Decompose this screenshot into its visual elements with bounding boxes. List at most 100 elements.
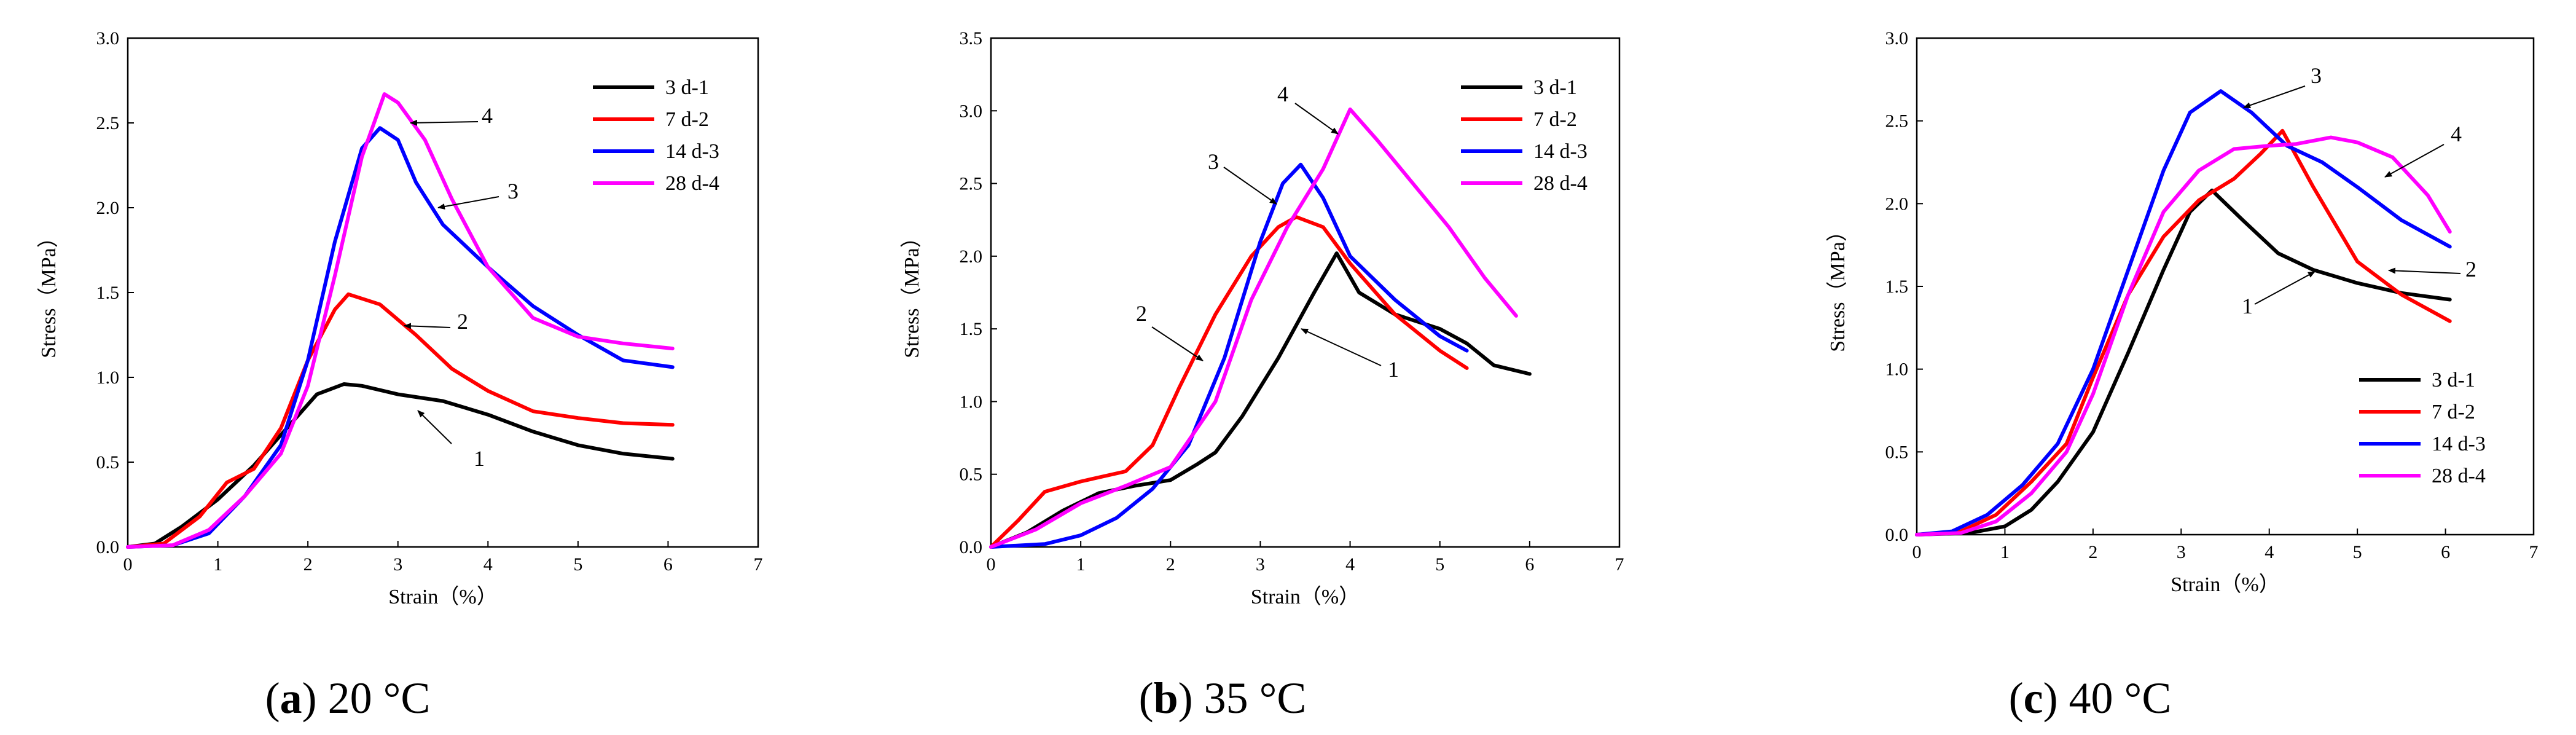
x-tick-label-a: 5 xyxy=(573,554,582,575)
y-tick-label-b: 3.0 xyxy=(960,101,983,121)
annotation-arrow-b-2 xyxy=(1151,326,1204,361)
x-tick-label-b: 6 xyxy=(1525,554,1534,575)
legend-label-a-4: 28 d-4 xyxy=(665,172,719,195)
x-tick-label-a: 6 xyxy=(664,554,673,575)
legend-label-b-3: 14 d-3 xyxy=(1533,140,1587,163)
annotation-arrow-a-2 xyxy=(404,323,451,329)
legend-label-a-1: 3 d-1 xyxy=(665,76,709,99)
x-tick-label-c: 3 xyxy=(2177,542,2186,562)
annotation-arrow-c-4 xyxy=(2384,144,2445,178)
y-tick-label-c: 1.0 xyxy=(1885,360,1909,380)
legend-label-a-3: 14 d-3 xyxy=(665,140,719,163)
x-tick-label-a: 4 xyxy=(483,554,493,575)
legend-label-c-2: 7 d-2 xyxy=(2432,401,2475,423)
annotation-arrow-c-2 xyxy=(2388,267,2461,274)
legend-label-a-2: 7 d-2 xyxy=(665,108,709,131)
annotation-label-a-3: 3 xyxy=(507,179,519,203)
x-tick-label-a: 1 xyxy=(213,554,222,575)
caption-a-letter: a xyxy=(280,674,302,723)
annotation-label-a-4: 4 xyxy=(482,103,493,128)
chart-panel-a: 0 1 2 3 4 5 6 7 0.0 0.5 1.0 1.5 2.0 2.5 3.0 Strain（%） St… xyxy=(37,28,763,608)
legend-label-b-2: 7 d-2 xyxy=(1533,108,1577,131)
caption-a: (a) 20 °C xyxy=(265,674,431,723)
x-tick-label-b: 7 xyxy=(1615,554,1624,575)
annotation-arrow-a-3 xyxy=(437,196,499,210)
caption-a-text: 20 °C xyxy=(317,674,431,723)
y-tick-label-c: 1.5 xyxy=(1885,277,1909,297)
series-line-a-1 xyxy=(126,382,675,549)
y-tick-label-a: 0.0 xyxy=(96,537,120,557)
y-tick-label-b: 1.5 xyxy=(960,319,983,339)
series-line-c-4 xyxy=(1915,135,2452,537)
y-axis-title-c: Stress（MPa） xyxy=(1826,221,1849,352)
x-tick-label-b: 3 xyxy=(1256,554,1265,575)
legend-label-b-4: 28 d-4 xyxy=(1533,172,1587,195)
annotation-arrow-c-3 xyxy=(2243,85,2306,109)
x-tick-label-c: 2 xyxy=(2088,542,2097,562)
y-tick-label-b: 2.5 xyxy=(960,174,983,194)
annotation-label-c-4: 4 xyxy=(2451,122,2462,146)
annotation-label-a-2: 2 xyxy=(457,309,468,334)
caption-b-letter: b xyxy=(1154,674,1178,723)
y-tick-label-c: 0.0 xyxy=(1885,525,1909,545)
annotation-label-b-1: 1 xyxy=(1388,357,1399,382)
x-tick-label-a: 7 xyxy=(754,554,763,575)
x-tick-label-a: 2 xyxy=(303,554,313,575)
annotation-arrow-a-1 xyxy=(417,410,452,444)
series-line-c-3 xyxy=(1915,89,2452,537)
caption-c-text: 40 °C xyxy=(2058,674,2172,723)
y-axis-title-b: Stress（MPa） xyxy=(900,227,923,358)
y-tick-label-a: 2.0 xyxy=(96,198,120,218)
plot-frame-a xyxy=(127,37,759,548)
series-line-b-1 xyxy=(989,251,1532,549)
x-tick-label-b: 1 xyxy=(1076,554,1086,575)
x-tick-label-c: 4 xyxy=(2265,542,2274,562)
chart-panel-c: 0 1 2 3 4 5 6 7 0.0 0.5 1.0 1.5 2.0 2.5 3.0 Strain（%） St… xyxy=(1826,28,2539,596)
annotation-arrow-c-1 xyxy=(2254,271,2316,305)
series-line-a-2 xyxy=(126,292,675,549)
annotation-label-b-3: 3 xyxy=(1208,149,1219,174)
y-tick-label-a: 1.5 xyxy=(96,283,120,303)
x-tick-label-c: 7 xyxy=(2529,542,2539,562)
y-tick-label-b: 0.5 xyxy=(960,465,983,485)
annotation-arrow-b-3 xyxy=(1223,167,1277,205)
x-tick-label-c: 5 xyxy=(2353,542,2362,562)
x-axis-title-c: Strain（%） xyxy=(2171,573,2280,596)
x-axis-title-a: Strain（%） xyxy=(388,585,498,608)
y-tick-label-c: 2.5 xyxy=(1885,111,1909,132)
series-line-c-1 xyxy=(1915,188,2452,537)
annotation-label-a-1: 1 xyxy=(474,446,485,471)
caption-c-letter: c xyxy=(2024,674,2043,723)
series-line-c-2 xyxy=(1915,128,2452,537)
annotation-label-c-1: 1 xyxy=(2242,294,2253,318)
y-tick-label-a: 2.5 xyxy=(96,113,120,133)
series-line-a-4 xyxy=(126,92,675,549)
y-tick-label-a: 0.5 xyxy=(96,452,120,473)
legend-label-c-1: 3 d-1 xyxy=(2432,369,2475,391)
annotation-label-c-2: 2 xyxy=(2465,257,2476,281)
caption-b-text: 35 °C xyxy=(1193,674,1307,723)
legend-label-b-1: 3 d-1 xyxy=(1533,76,1577,99)
chart-panel-b: 0 1 2 3 4 5 6 7 0.0 0.5 1.0 1.5 2.0 2.5 3.0 3.5 Strain（%… xyxy=(900,28,1624,608)
y-axis-title-a: Stress（MPa） xyxy=(37,227,60,358)
x-tick-label-c: 6 xyxy=(2441,542,2450,562)
y-tick-label-b: 3.5 xyxy=(960,28,983,49)
y-tick-label-a: 1.0 xyxy=(96,368,120,388)
annotation-label-c-3: 3 xyxy=(2311,63,2322,88)
y-tick-label-c: 3.0 xyxy=(1885,28,1909,49)
y-tick-label-b: 0.0 xyxy=(960,537,983,557)
y-tick-label-c: 0.5 xyxy=(1885,442,1909,462)
y-tick-label-b: 1.0 xyxy=(960,391,983,412)
x-tick-label-b: 0 xyxy=(987,554,996,575)
series-line-b-3 xyxy=(989,162,1469,549)
series-line-b-2 xyxy=(989,215,1469,549)
x-tick-label-b: 4 xyxy=(1345,554,1355,575)
series-line-b-4 xyxy=(989,107,1518,549)
annotation-arrow-b-4 xyxy=(1294,103,1339,135)
caption-c: (c) 40 °C xyxy=(2009,674,2172,723)
plot-frame-b xyxy=(990,37,1621,548)
x-axis-title-b: Strain（%） xyxy=(1251,585,1360,608)
annotation-label-b-2: 2 xyxy=(1136,301,1147,326)
x-tick-label-a: 0 xyxy=(123,554,133,575)
